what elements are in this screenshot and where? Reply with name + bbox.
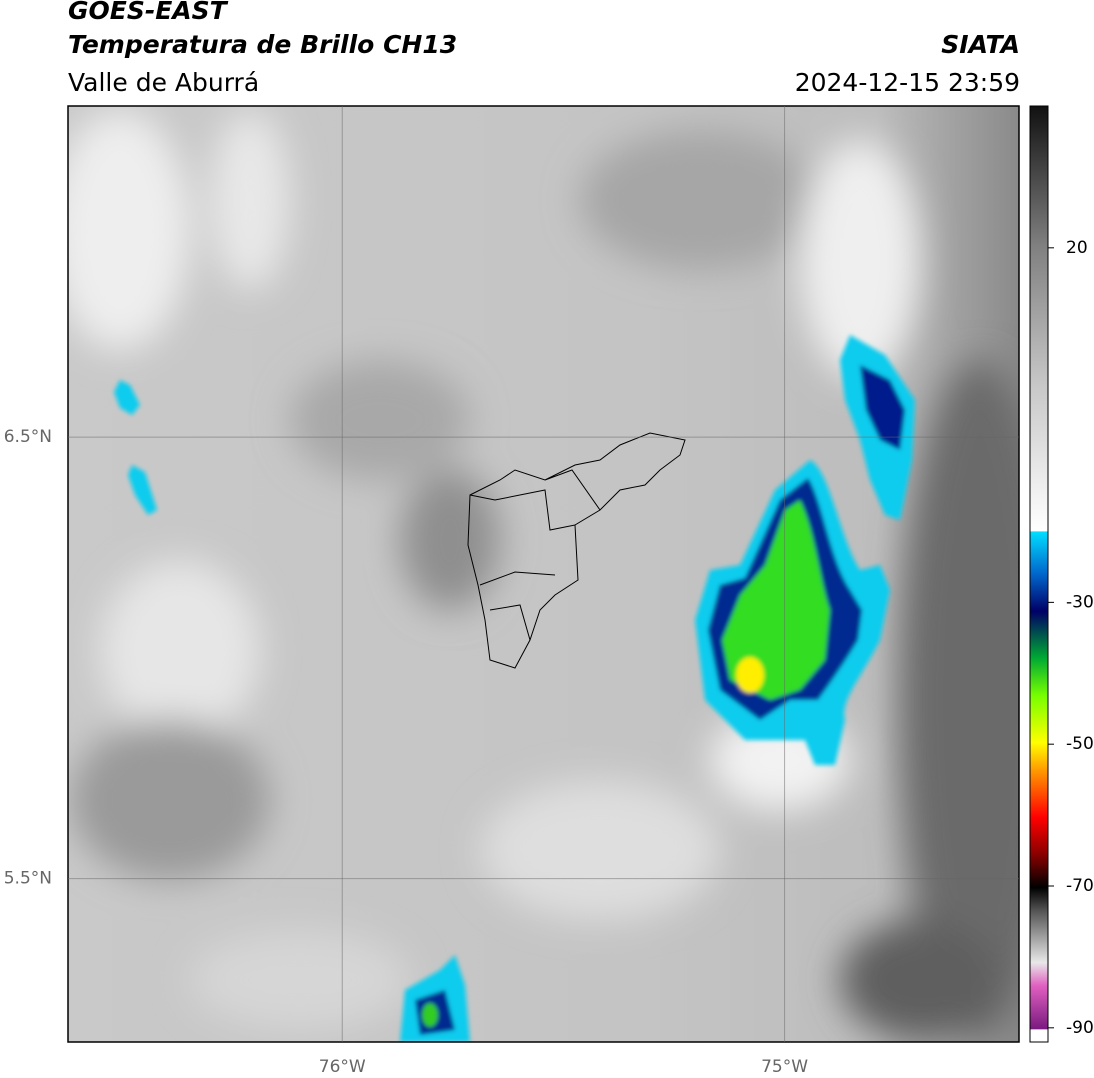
satellite-image	[68, 106, 1019, 1042]
x-tick-label: 76°W	[319, 1057, 366, 1077]
colorbar-tick-label: -70	[1066, 876, 1094, 896]
datetime: 2024-12-15 23:59	[794, 68, 1020, 97]
source: SIATA	[941, 30, 1020, 59]
colorbar-tick-label: -50	[1066, 734, 1094, 754]
x-tick-label: 75°W	[761, 1057, 808, 1077]
colorbar	[1029, 105, 1049, 1043]
region: Valle de Aburrá	[68, 68, 260, 97]
map-frame	[67, 105, 1020, 1043]
colorbar-tick-label: -30	[1066, 592, 1094, 612]
colorbar-tick-label: 20	[1066, 238, 1088, 258]
colorbar-tick-label: -90	[1066, 1018, 1094, 1038]
title: GOES-EAST	[68, 0, 227, 25]
y-tick-label: 5.5°N	[4, 869, 52, 889]
product: Temperatura de Brillo CH13	[68, 30, 458, 59]
y-tick-label: 6.5°N	[4, 427, 52, 447]
